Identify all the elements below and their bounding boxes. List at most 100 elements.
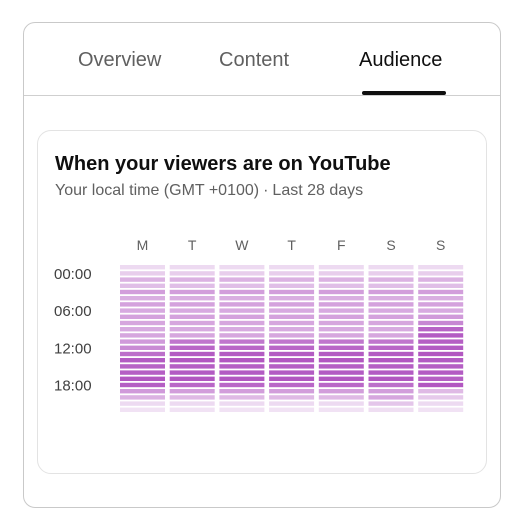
heatmap-cell[interactable] (169, 364, 215, 369)
heatmap-cell[interactable] (269, 320, 315, 326)
heatmap-cell[interactable] (418, 407, 464, 412)
heatmap-cell[interactable] (120, 395, 165, 400)
heatmap-cell[interactable] (120, 382, 165, 388)
heatmap-cell[interactable] (368, 382, 414, 388)
heatmap-cell[interactable] (219, 289, 265, 295)
heatmap-cell[interactable] (169, 320, 215, 326)
heatmap-cell[interactable] (219, 345, 265, 350)
heatmap-cell[interactable] (169, 407, 215, 412)
heatmap-cell[interactable] (269, 351, 315, 357)
heatmap-cell[interactable] (418, 277, 464, 282)
heatmap-cell[interactable] (269, 395, 315, 400)
heatmap-cell[interactable] (318, 370, 364, 375)
heatmap-cell[interactable] (169, 265, 215, 270)
heatmap-cell[interactable] (219, 271, 265, 276)
heatmap-cell[interactable] (318, 283, 364, 288)
heatmap-cell[interactable] (318, 265, 364, 270)
heatmap-cell[interactable] (169, 314, 215, 319)
heatmap-cell[interactable] (368, 339, 414, 344)
heatmap-cell[interactable] (169, 308, 215, 313)
heatmap-cell[interactable] (418, 289, 464, 295)
heatmap-cell[interactable] (120, 376, 165, 381)
heatmap-cell[interactable] (368, 283, 414, 288)
heatmap-cell[interactable] (219, 395, 265, 400)
heatmap-cell[interactable] (120, 314, 165, 319)
heatmap-cell[interactable] (120, 333, 165, 338)
heatmap-cell[interactable] (418, 265, 464, 270)
heatmap-cell[interactable] (120, 327, 165, 332)
heatmap-cell[interactable] (120, 283, 165, 288)
heatmap-cell[interactable] (418, 327, 464, 332)
heatmap-cell[interactable] (219, 302, 265, 307)
heatmap-cell[interactable] (269, 407, 315, 412)
heatmap-cell[interactable] (219, 314, 265, 319)
heatmap-cell[interactable] (418, 333, 464, 338)
heatmap-cell[interactable] (418, 271, 464, 276)
heatmap-cell[interactable] (120, 364, 165, 369)
tab-overview[interactable]: Overview (78, 49, 162, 71)
heatmap-cell[interactable] (269, 302, 315, 307)
heatmap-cell[interactable] (169, 389, 215, 394)
tab-audience[interactable]: Audience (359, 49, 443, 71)
heatmap-cell[interactable] (368, 376, 414, 381)
heatmap-cell[interactable] (418, 283, 464, 288)
heatmap-cell[interactable] (120, 351, 165, 357)
heatmap-cell[interactable] (318, 314, 364, 319)
heatmap-cell[interactable] (368, 314, 414, 319)
heatmap-cell[interactable] (269, 364, 315, 369)
heatmap-cell[interactable] (169, 395, 215, 400)
heatmap-cell[interactable] (219, 376, 265, 381)
heatmap-cell[interactable] (169, 370, 215, 375)
heatmap-cell[interactable] (269, 358, 315, 363)
heatmap-cell[interactable] (219, 327, 265, 332)
heatmap-cell[interactable] (169, 289, 215, 295)
heatmap-cell[interactable] (318, 333, 364, 338)
heatmap-cell[interactable] (169, 277, 215, 282)
heatmap-cell[interactable] (120, 389, 165, 394)
heatmap-cell[interactable] (418, 339, 464, 344)
heatmap-cell[interactable] (368, 407, 414, 412)
heatmap-cell[interactable] (169, 302, 215, 307)
heatmap-cell[interactable] (269, 370, 315, 375)
heatmap-cell[interactable] (269, 339, 315, 344)
heatmap-cell[interactable] (219, 339, 265, 344)
heatmap-cell[interactable] (169, 296, 215, 301)
heatmap-cell[interactable] (318, 289, 364, 295)
heatmap-cell[interactable] (318, 401, 364, 406)
heatmap-cell[interactable] (269, 308, 315, 313)
heatmap-cell[interactable] (368, 271, 414, 276)
heatmap-cell[interactable] (418, 376, 464, 381)
heatmap-cell[interactable] (318, 339, 364, 344)
heatmap-cell[interactable] (169, 376, 215, 381)
heatmap-cell[interactable] (120, 407, 165, 412)
heatmap-cell[interactable] (368, 333, 414, 338)
heatmap-cell[interactable] (318, 327, 364, 332)
heatmap-cell[interactable] (318, 308, 364, 313)
heatmap-cell[interactable] (120, 370, 165, 375)
heatmap-cell[interactable] (368, 277, 414, 282)
heatmap-cell[interactable] (269, 389, 315, 394)
heatmap-cell[interactable] (219, 296, 265, 301)
heatmap-cell[interactable] (368, 308, 414, 313)
heatmap-cell[interactable] (418, 308, 464, 313)
heatmap-cell[interactable] (169, 345, 215, 350)
heatmap-cell[interactable] (269, 314, 315, 319)
heatmap-cell[interactable] (219, 370, 265, 375)
heatmap-cell[interactable] (368, 265, 414, 270)
heatmap-cell[interactable] (368, 302, 414, 307)
heatmap-cell[interactable] (219, 382, 265, 388)
heatmap-cell[interactable] (318, 382, 364, 388)
heatmap-cell[interactable] (269, 277, 315, 282)
heatmap-cell[interactable] (318, 358, 364, 363)
heatmap-cell[interactable] (418, 364, 464, 369)
heatmap-cell[interactable] (418, 314, 464, 319)
heatmap-cell[interactable] (120, 265, 165, 270)
heatmap-cell[interactable] (318, 376, 364, 381)
heatmap-cell[interactable] (169, 358, 215, 363)
heatmap-cell[interactable] (219, 265, 265, 270)
heatmap-cell[interactable] (368, 370, 414, 375)
heatmap-cell[interactable] (120, 302, 165, 307)
heatmap-cell[interactable] (269, 382, 315, 388)
heatmap-cell[interactable] (269, 327, 315, 332)
heatmap-cell[interactable] (219, 401, 265, 406)
